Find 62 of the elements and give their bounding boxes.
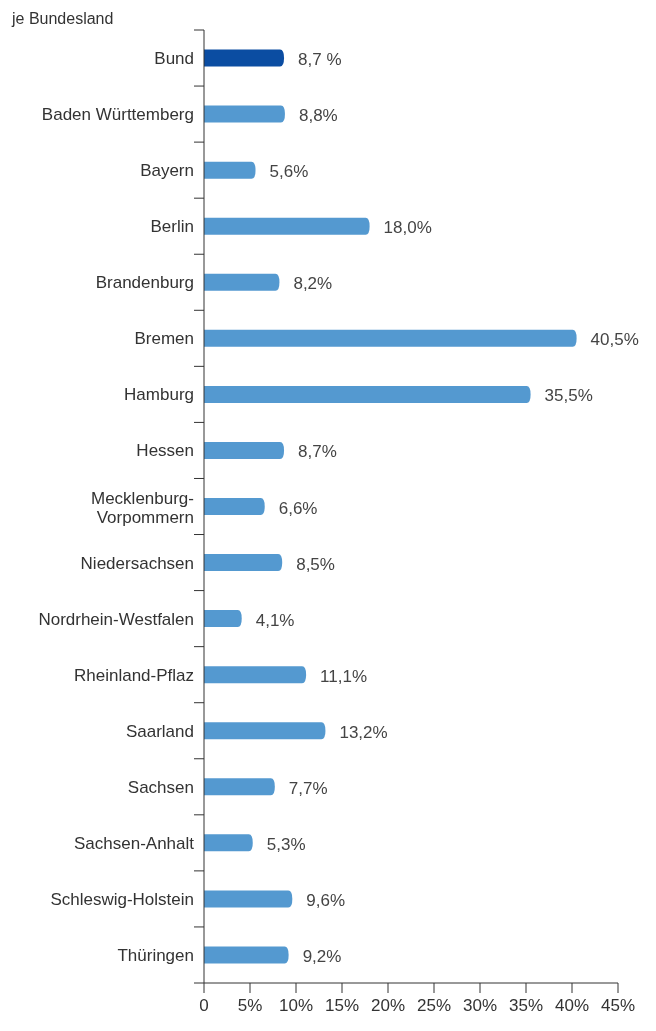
data-label: 4,1% xyxy=(255,610,295,630)
x-tick-label: 5% xyxy=(237,996,263,1015)
data-label: 9,2% xyxy=(302,946,342,966)
x-tick-label: 0 xyxy=(199,996,209,1015)
x-tick-label: 40% xyxy=(554,996,590,1015)
data-label: 8,7% xyxy=(298,442,337,462)
bar xyxy=(204,666,307,684)
bar xyxy=(204,273,280,291)
data-label: 8,8% xyxy=(298,106,338,126)
x-tick-label: 10% xyxy=(278,996,314,1015)
text: je Bundesland xyxy=(11,10,114,27)
y-tick-label: Berlin xyxy=(150,217,194,237)
x-tick-label: 15% xyxy=(324,996,360,1015)
bar xyxy=(204,161,256,179)
bar xyxy=(204,441,285,459)
y-tick-label: Saarland xyxy=(125,721,194,741)
y-tick-label: Hessen xyxy=(136,441,194,461)
y-tick-label: Nordrhein-Westfalen xyxy=(38,609,194,629)
x-tick-label: 35% xyxy=(508,996,544,1015)
data-label: 8,2% xyxy=(293,274,333,294)
data-label: 6,6% xyxy=(278,498,318,518)
y-tick-label: Sachsen-Anhalt xyxy=(73,833,195,853)
y-tick-label: Sachsen xyxy=(127,777,194,797)
y-tick-label: Hamburg xyxy=(124,385,194,405)
bar xyxy=(204,105,285,123)
y-tick-label: Brandenburg xyxy=(95,273,194,293)
bar xyxy=(204,834,253,852)
y-tick-label: Bayern xyxy=(140,161,194,181)
data-label: 35,5% xyxy=(544,386,593,406)
bar xyxy=(204,49,285,67)
bar xyxy=(204,385,531,403)
y-tick-label: Bund xyxy=(154,49,194,69)
data-label: 11,1% xyxy=(320,666,368,686)
y-tick-label: Rheinland-Pflaz xyxy=(73,665,194,685)
data-label: 5,3% xyxy=(266,834,306,854)
x-tick-label: 20% xyxy=(370,996,406,1015)
data-label: 5,6% xyxy=(269,162,309,182)
bar xyxy=(204,890,293,908)
bar xyxy=(204,610,242,628)
y-tick-label: Bremen xyxy=(134,329,194,349)
data-label: 13,2% xyxy=(339,722,388,742)
data-label: 18,0% xyxy=(383,218,432,238)
bar xyxy=(204,554,283,572)
bar xyxy=(204,722,326,740)
data-label: 8,7 % xyxy=(298,50,342,70)
y-tick-label: Niedersachsen xyxy=(80,553,194,573)
data-label: 40,5% xyxy=(590,330,639,350)
y-tick-label: Mecklenburg- Vorpommern xyxy=(91,488,194,527)
y-tick-label: Baden Württemberg xyxy=(41,105,194,125)
x-tick-label: 30% xyxy=(462,996,498,1015)
data-label: 9,6% xyxy=(306,890,346,910)
x-tick-label: 45% xyxy=(600,996,636,1015)
bar xyxy=(204,778,275,796)
bar xyxy=(204,217,370,235)
bar xyxy=(204,946,289,964)
data-label: 8,5% xyxy=(296,554,335,574)
bar xyxy=(204,498,265,515)
y-tick-label: Thüringen xyxy=(117,945,194,965)
bar xyxy=(204,329,577,347)
data-label: 7,7% xyxy=(288,778,328,798)
y-tick-label: Schleswig-Holstein xyxy=(50,889,194,909)
x-tick-label: 25% xyxy=(416,996,452,1015)
